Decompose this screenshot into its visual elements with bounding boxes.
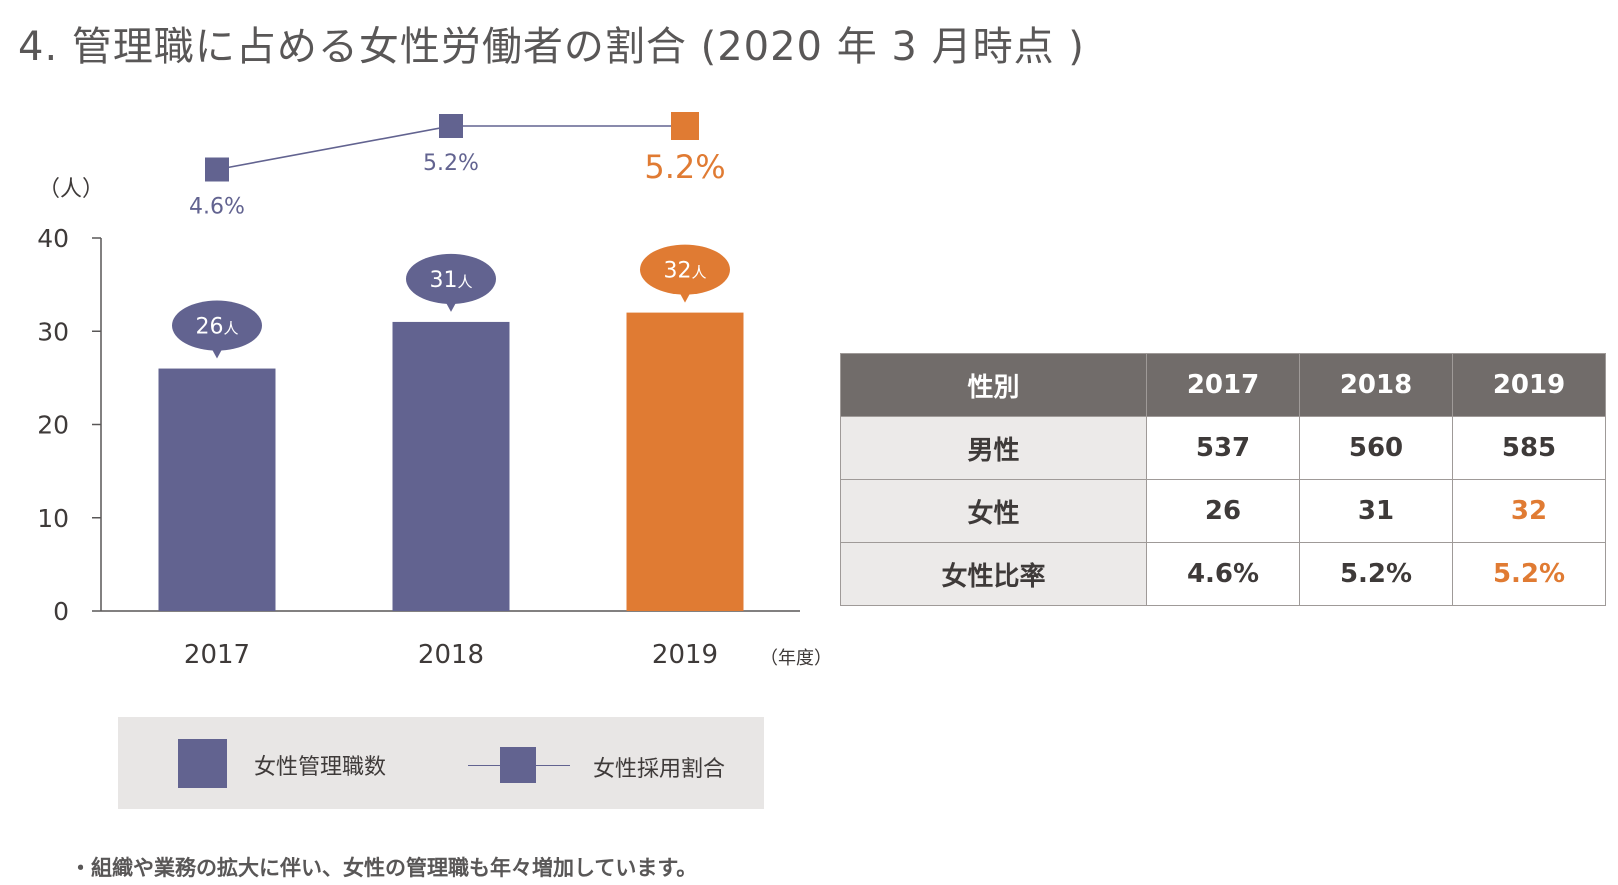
value-bubble-pointer <box>211 347 223 359</box>
page-title: 4. 管理職に占める女性労働者の割合 (2020 年 3 月時点 ) <box>18 24 1085 70</box>
line-value-label: 5.2% <box>644 148 725 186</box>
table-cell: 4.6% <box>1146 542 1300 606</box>
y-tick-label: 20 <box>37 411 69 440</box>
y-axis-unit: （人） <box>38 177 104 202</box>
table-row: 女性比率 4.6% 5.2% 5.2% <box>840 542 1606 606</box>
x-tick-label: 2018 <box>418 640 484 670</box>
table-header-row: 性別 2017 2018 2019 <box>840 353 1606 417</box>
table-header-cell: 2017 <box>1146 353 1300 417</box>
line-value-label: 5.2% <box>423 151 479 176</box>
footnote: ・組織や業務の拡大に伴い、女性の管理職も年々増加しています。 <box>70 856 698 880</box>
data-table: 性別 2017 2018 2019 男性 537 560 585 女性 26 3… <box>840 353 1606 606</box>
y-tick-label: 30 <box>37 317 69 346</box>
combo-chart: 0 10 20 30 40 （人） 2017 26人 2018 31人 2019 32人 （年度） 4.6… <box>37 112 832 670</box>
table-cell: 5.2% <box>1299 542 1453 606</box>
chart-legend: 女性管理職数 女性採用割合 <box>118 717 764 809</box>
y-tick-label: 40 <box>37 224 69 253</box>
table-cell: 560 <box>1299 416 1453 480</box>
value-bubble-pointer <box>679 291 691 303</box>
value-bubble <box>406 253 496 304</box>
y-tick-label: 10 <box>37 504 69 533</box>
table-header-cell: 2018 <box>1299 353 1453 417</box>
legend-line-marker <box>500 747 536 783</box>
value-bubble-pointer <box>445 300 457 312</box>
bar <box>626 312 744 611</box>
bar <box>158 368 276 611</box>
table-cell: 585 <box>1452 416 1606 480</box>
x-tick-label: 2019 <box>652 640 718 670</box>
value-bubble <box>172 300 262 351</box>
line-marker <box>671 112 699 140</box>
value-bubble <box>640 244 730 295</box>
line-value-label: 4.6% <box>189 195 245 220</box>
table-row: 女性 26 31 32 <box>840 479 1606 543</box>
line-marker <box>205 157 229 182</box>
x-tick-label: 2017 <box>184 640 250 670</box>
table-cell: 26 <box>1146 479 1300 543</box>
table-cell-highlight: 32 <box>1452 479 1606 543</box>
legend-line-label: 女性採用割合 <box>593 757 726 782</box>
table-row-header: 女性比率 <box>840 542 1147 606</box>
bar-value-label: 31人 <box>429 268 472 293</box>
bar-value-label: 32人 <box>663 259 706 284</box>
legend-bar-swatch <box>178 739 227 788</box>
x-axis-unit: （年度） <box>760 648 832 669</box>
line-marker <box>439 114 463 138</box>
table-row-header: 男性 <box>840 416 1147 480</box>
table-header-cell: 2019 <box>1452 353 1606 417</box>
y-tick-label: 0 <box>53 597 69 626</box>
table-cell-highlight: 5.2% <box>1452 542 1606 606</box>
legend-bar-label: 女性管理職数 <box>254 755 387 780</box>
table-row: 男性 537 560 585 <box>840 416 1606 480</box>
bar <box>392 321 510 611</box>
table-cell: 31 <box>1299 479 1453 543</box>
table-header-cell: 性別 <box>840 353 1147 417</box>
table-cell: 537 <box>1146 416 1300 480</box>
bar-value-label: 26人 <box>195 315 238 340</box>
table-row-header: 女性 <box>840 479 1147 543</box>
